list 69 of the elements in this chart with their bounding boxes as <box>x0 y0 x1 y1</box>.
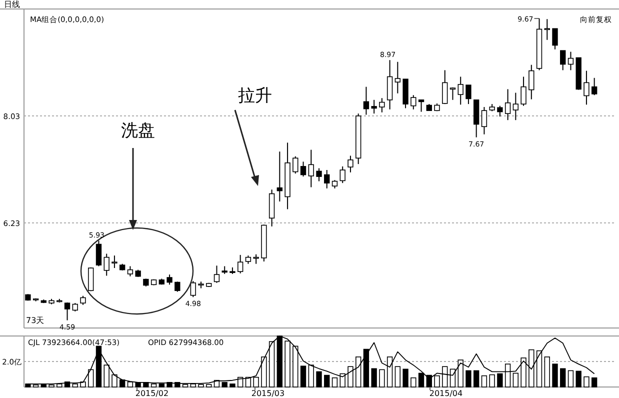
bar <box>489 374 495 388</box>
candlestick <box>276 151 283 202</box>
candlestick <box>127 266 134 277</box>
candlestick <box>466 84 472 105</box>
candlestick <box>174 281 180 292</box>
bar <box>371 368 377 388</box>
candlestick <box>418 99 424 112</box>
candlestick <box>253 254 259 264</box>
text: 2015/02 <box>135 389 169 398</box>
candlestick <box>308 149 314 188</box>
text: 2015/04 <box>429 389 463 398</box>
candlestick <box>442 70 448 105</box>
candlestick <box>560 50 566 71</box>
bar <box>473 370 480 388</box>
candlestick <box>544 18 550 40</box>
bar <box>481 375 488 388</box>
candlestick <box>568 51 574 71</box>
candlestick <box>166 274 172 286</box>
annotation: 洗盘 <box>121 121 155 141</box>
bar <box>584 376 590 388</box>
candlestick <box>497 105 503 118</box>
candlestick <box>584 70 590 106</box>
candlestick <box>340 166 346 184</box>
bar <box>379 369 385 388</box>
candlestick <box>552 28 558 50</box>
bar <box>324 374 330 388</box>
candlestick <box>512 92 519 121</box>
bar <box>394 366 401 388</box>
bar <box>230 384 236 388</box>
candlestick <box>316 168 322 182</box>
candlestick <box>504 88 511 121</box>
candlestick <box>379 98 385 113</box>
text: 2015/03 <box>251 389 285 398</box>
candlestick <box>237 254 244 274</box>
candlestick <box>324 169 330 189</box>
candlestick <box>394 61 401 94</box>
candlestick <box>190 280 196 298</box>
candlestick <box>300 161 306 178</box>
annotation: 73天 <box>26 316 44 325</box>
candlestick <box>450 86 456 100</box>
candlestick <box>112 255 118 268</box>
candlestick <box>386 60 393 110</box>
bar <box>560 368 566 388</box>
bar <box>410 377 416 388</box>
bar <box>544 356 550 388</box>
bar <box>576 370 582 388</box>
candlestick <box>371 99 377 114</box>
candlestick <box>591 77 598 96</box>
bar <box>300 366 306 388</box>
bar <box>552 364 558 388</box>
candlestick <box>481 106 488 135</box>
bar <box>568 370 574 388</box>
candlestick <box>528 64 534 100</box>
bar <box>332 377 338 388</box>
chart-title: 日线 <box>4 0 20 9</box>
candlestick <box>104 253 110 276</box>
bar <box>591 377 598 388</box>
candlestick <box>292 156 298 174</box>
bar <box>466 370 472 388</box>
candlestick <box>214 265 220 284</box>
candlestick <box>458 76 464 106</box>
bar <box>402 368 408 388</box>
candlestick <box>64 302 70 321</box>
candlestick <box>348 155 354 173</box>
candlestick <box>520 76 526 106</box>
candlestick <box>96 240 102 267</box>
candlestick <box>363 86 370 116</box>
annotation: 拉升 <box>238 86 272 106</box>
candlestick <box>410 94 416 110</box>
